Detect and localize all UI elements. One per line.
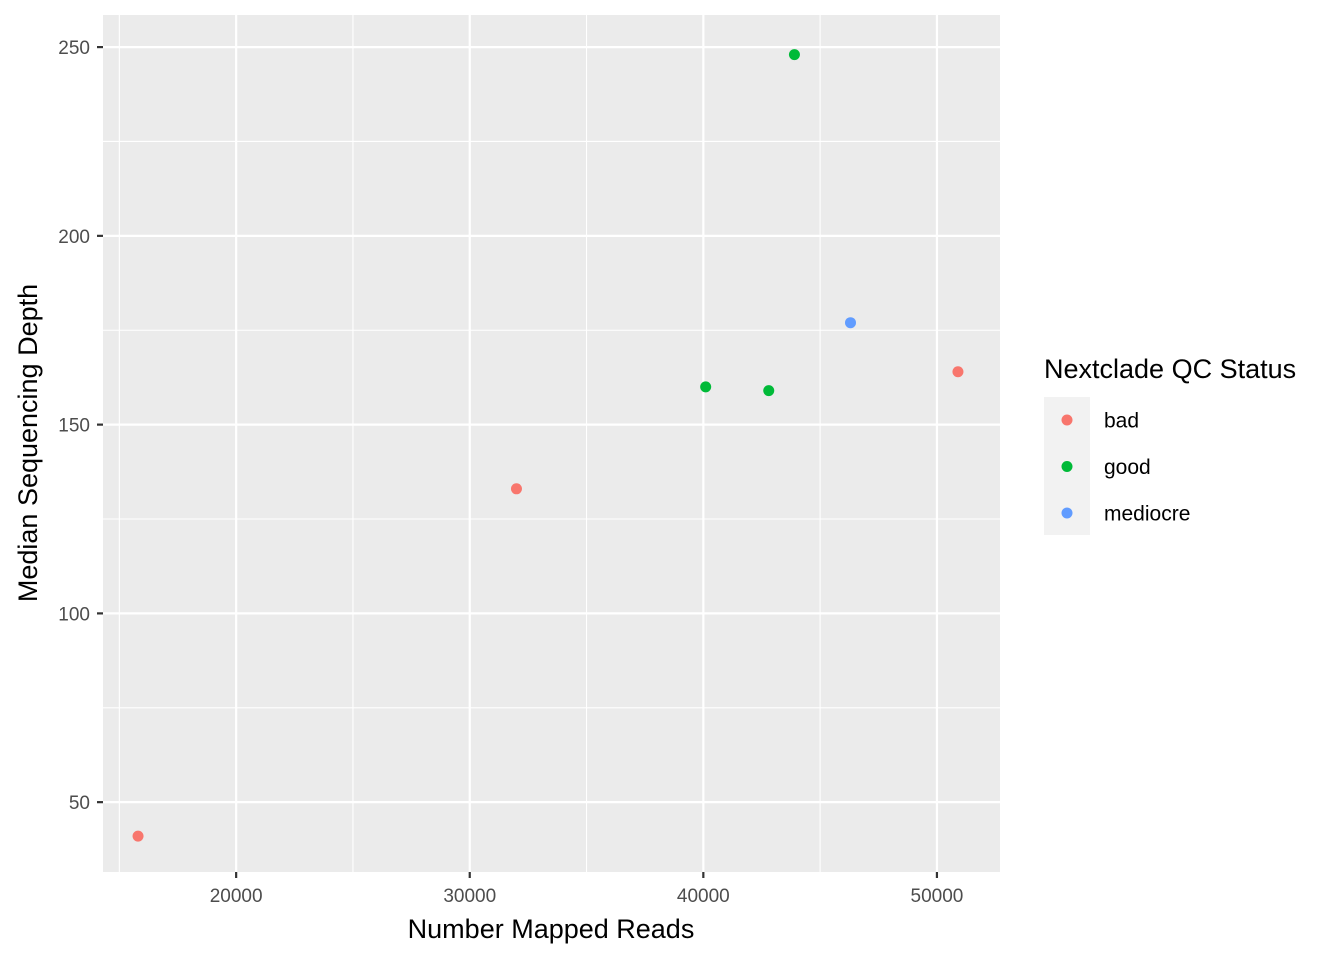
- legend-label-mediocre: mediocre: [1104, 503, 1190, 526]
- x-tick-label: 50000: [911, 886, 964, 907]
- y-tick-label: 100: [58, 604, 90, 625]
- panel-background: [103, 15, 1000, 872]
- x-tick-label: 40000: [677, 886, 730, 907]
- tick-labels: 20000 30000 40000 50000 50 100 150 200 250: [58, 38, 963, 907]
- legend-label-bad: bad: [1104, 410, 1139, 433]
- legend: Nextclade QC Status bad good mediocre: [1044, 354, 1296, 535]
- x-axis-title: Number Mapped Reads: [408, 914, 695, 944]
- data-point-good: [763, 385, 775, 397]
- legend-label-good: good: [1104, 456, 1151, 479]
- data-point-bad: [952, 366, 964, 378]
- y-tick-label: 250: [58, 38, 90, 59]
- data-point-good: [788, 49, 800, 61]
- legend-items: bad good mediocre: [1061, 410, 1190, 526]
- major-gridlines: [103, 15, 1000, 872]
- data-point-bad: [132, 830, 144, 842]
- axis-ticks: [97, 45, 939, 878]
- data-point-good: [700, 381, 712, 393]
- y-tick-label: 200: [58, 227, 90, 248]
- minor-gridlines: [103, 15, 1000, 872]
- legend-key-bad: [1061, 414, 1073, 426]
- y-axis-title: Median Sequencing Depth: [13, 284, 43, 602]
- legend-key-good: [1061, 461, 1073, 472]
- legend-key-mediocre: [1061, 507, 1073, 519]
- y-tick-label: 150: [58, 416, 90, 437]
- data-points: [132, 49, 964, 842]
- data-point-mediocre: [845, 317, 856, 329]
- x-tick-label: 30000: [443, 886, 496, 907]
- legend-title: Nextclade QC Status: [1044, 354, 1296, 384]
- x-tick-label: 20000: [210, 886, 263, 907]
- y-tick-label: 50: [69, 793, 90, 814]
- data-point-bad: [510, 483, 522, 495]
